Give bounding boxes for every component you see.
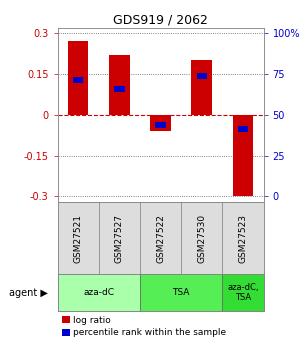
Text: TSA: TSA [172, 288, 190, 297]
Bar [238, 126, 248, 132]
Bar [114, 86, 125, 91]
Text: GSM27521: GSM27521 [74, 214, 83, 263]
Bar [58, 274, 140, 311]
Legend: log ratio, percentile rank within the sample: log ratio, percentile rank within the sa… [58, 312, 230, 341]
Text: GSM27527: GSM27527 [115, 214, 124, 263]
Bar [191, 60, 212, 115]
Text: GSM27523: GSM27523 [238, 214, 248, 263]
Bar [155, 122, 166, 128]
Text: aza-dC: aza-dC [83, 288, 114, 297]
Bar [150, 115, 171, 131]
Text: aza-dC,
TSA: aza-dC, TSA [227, 283, 259, 302]
Bar [99, 202, 140, 274]
Bar [109, 55, 130, 115]
Bar [197, 73, 207, 79]
Bar [140, 274, 222, 311]
Text: GSM27530: GSM27530 [197, 214, 206, 263]
Text: GSM27522: GSM27522 [156, 214, 165, 263]
Bar [222, 202, 264, 274]
Bar [233, 115, 253, 196]
Title: GDS919 / 2062: GDS919 / 2062 [113, 13, 208, 27]
Bar [58, 202, 99, 274]
Bar [140, 202, 181, 274]
Bar [181, 202, 222, 274]
Bar [222, 274, 264, 311]
Bar [68, 41, 88, 115]
Bar [73, 77, 83, 83]
Text: agent ▶: agent ▶ [9, 287, 48, 297]
